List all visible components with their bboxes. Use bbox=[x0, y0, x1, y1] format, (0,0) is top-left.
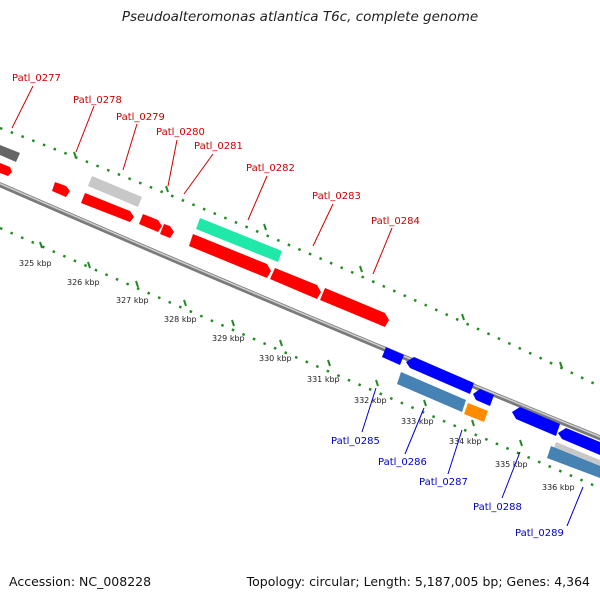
tick-label: 325 kbp bbox=[19, 259, 52, 268]
topology-text: Topology: circular; Length: 5,187,005 bp… bbox=[246, 574, 590, 589]
bottom-label-connectors bbox=[361, 387, 584, 527]
tick-label: 327 kbp bbox=[116, 296, 149, 305]
forward-genes bbox=[0, 145, 389, 327]
top-gene-labels: Patl_0277 Patl_0278 Patl_0279 Patl_0280 … bbox=[12, 73, 420, 227]
gene-feature[interactable] bbox=[397, 372, 466, 412]
tick-label: 326 kbp bbox=[67, 278, 100, 287]
gene-label[interactable]: Patl_0277 bbox=[12, 73, 61, 84]
gene-label[interactable]: Patl_0286 bbox=[378, 457, 427, 468]
gene-label[interactable]: Patl_0284 bbox=[371, 216, 420, 227]
tick-label: 331 kbp bbox=[307, 375, 340, 384]
gene-label[interactable]: Patl_0283 bbox=[312, 191, 361, 202]
reverse-genes bbox=[382, 347, 600, 478]
gene-feature[interactable] bbox=[320, 288, 389, 327]
gene-feature[interactable] bbox=[160, 224, 174, 238]
inner-tick-track bbox=[0, 226, 600, 490]
gene-feature[interactable] bbox=[139, 214, 162, 232]
tick-label: 334 kbp bbox=[449, 437, 482, 446]
gene-label[interactable]: Patl_0279 bbox=[116, 112, 165, 123]
tick-label: 332 kbp bbox=[354, 396, 387, 405]
tick-label: 336 kbp bbox=[542, 483, 575, 492]
gene-feature[interactable] bbox=[0, 145, 20, 162]
gene-feature[interactable] bbox=[270, 268, 321, 299]
tick-label: 329 kbp bbox=[212, 334, 245, 343]
gene-label[interactable]: Patl_0280 bbox=[156, 127, 205, 138]
gene-feature[interactable] bbox=[512, 407, 560, 436]
gene-label[interactable]: Patl_0278 bbox=[73, 95, 122, 106]
gene-feature[interactable] bbox=[189, 234, 271, 278]
genome-backbone-highlight bbox=[0, 182, 600, 438]
gene-feature[interactable] bbox=[52, 182, 70, 197]
tick-label: 330 kbp bbox=[259, 354, 292, 363]
gene-label[interactable]: Patl_0285 bbox=[331, 436, 380, 447]
outer-major-ticks bbox=[73, 151, 563, 369]
bottom-gene-labels: Patl_0285 Patl_0286 Patl_0287 Patl_0288 … bbox=[331, 436, 564, 539]
tick-labels: 325 kbp 326 kbp 327 kbp 328 kbp 329 kbp … bbox=[19, 259, 575, 492]
gene-label[interactable]: Patl_0282 bbox=[246, 163, 295, 174]
gene-feature[interactable] bbox=[464, 403, 488, 422]
gene-feature[interactable] bbox=[547, 446, 600, 478]
gene-feature[interactable] bbox=[196, 218, 282, 262]
gene-feature[interactable] bbox=[473, 389, 494, 406]
gene-feature[interactable] bbox=[406, 357, 474, 394]
gene-label[interactable]: Patl_0287 bbox=[419, 477, 468, 488]
gene-label[interactable]: Patl_0289 bbox=[515, 528, 564, 539]
gene-feature[interactable] bbox=[88, 176, 142, 207]
inner-major-ticks bbox=[39, 241, 571, 467]
tick-label: 335 kbp bbox=[495, 460, 528, 469]
outer-tick-track bbox=[0, 126, 600, 388]
gene-feature[interactable] bbox=[382, 347, 404, 365]
top-label-connectors bbox=[11, 85, 393, 275]
tick-label: 333 kbp bbox=[401, 417, 434, 426]
tick-label: 328 kbp bbox=[164, 315, 197, 324]
map-title: Pseudoalteromonas atlantica T6c, complet… bbox=[121, 9, 479, 25]
gene-feature[interactable] bbox=[0, 163, 12, 176]
genome-backbone bbox=[0, 182, 600, 441]
gene-feature[interactable] bbox=[81, 193, 134, 222]
gene-label[interactable]: Patl_0288 bbox=[473, 502, 522, 513]
accession-text: Accession: NC_008228 bbox=[9, 574, 152, 589]
gene-label[interactable]: Patl_0281 bbox=[194, 141, 243, 152]
gene-feature[interactable] bbox=[558, 428, 600, 455]
